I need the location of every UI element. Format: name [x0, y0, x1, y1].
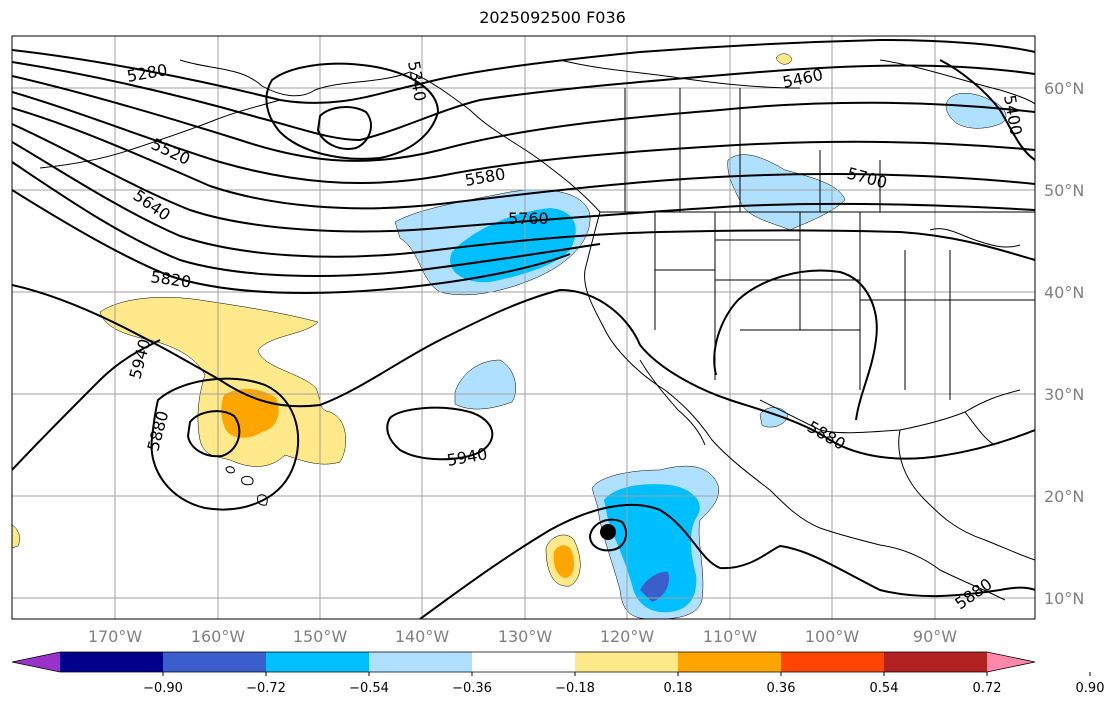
lon-label: 110°W [703, 627, 758, 646]
shade-yellow-small-2 [12, 524, 20, 549]
colorbar-tick-label: 0.72 [973, 681, 1002, 696]
shade-med-blue-tropics [640, 571, 670, 602]
colorbar-tick-label: −0.18 [555, 681, 595, 696]
colorbar-tick-label: −0.36 [452, 681, 492, 696]
colorbar: −0.90 −0.72 −0.54 −0.36 −0.18 0.18 0.36 0.54 0.7… [11, 651, 1105, 696]
colorbar-segment [163, 652, 267, 672]
shade-light-blue-mid-pacific [454, 359, 516, 410]
shade-blue-tropics [604, 484, 700, 613]
lon-label: 160°W [191, 627, 246, 646]
longitude-labels: 170°W 160°W 150°W 140°W 130°W 120°W 110°… [88, 627, 957, 646]
colorbar-extend-low [12, 652, 60, 672]
colorbar-segment [678, 652, 782, 672]
lon-label: 130°W [498, 627, 553, 646]
shade-orange-tropics [553, 545, 574, 578]
lat-label: 10°N [1044, 589, 1084, 608]
colorbar-segment [575, 652, 679, 672]
colorbar-segment [781, 652, 885, 672]
colorbar-tick-label: 0.54 [870, 681, 899, 696]
colorbar-segment [369, 652, 473, 672]
lon-label: 100°W [805, 627, 860, 646]
colorbar-tick-label: −0.72 [246, 681, 286, 696]
colorbar-extend-high [987, 652, 1035, 672]
map-frame [11, 35, 1036, 620]
colorbar-segment [884, 652, 988, 672]
lon-label: 120°W [600, 627, 655, 646]
latitude-labels: 60°N 50°N 40°N 30°N 20°N 10°N [1044, 79, 1084, 608]
colorbar-tick-label: 0.90 [1076, 681, 1105, 696]
colorbar-tick-label: −0.90 [143, 681, 183, 696]
lon-label: 150°W [293, 627, 348, 646]
colorbar-tick-label: −0.54 [349, 681, 389, 696]
lon-label: 170°W [88, 627, 143, 646]
lon-label: 140°W [395, 627, 450, 646]
lat-label: 20°N [1044, 487, 1084, 506]
lon-label: 90°W [913, 627, 957, 646]
shade-yellow-small-1 [775, 53, 793, 65]
lat-label: 40°N [1044, 283, 1084, 302]
lat-label: 30°N [1044, 385, 1084, 404]
colorbar-tick-label: 0.36 [767, 681, 796, 696]
shade-light-blue-plains [727, 154, 846, 231]
storm-center-marker [600, 524, 616, 540]
coastlines [39, 59, 1035, 601]
graticule [12, 36, 1035, 619]
shade-light-blue-canada [945, 93, 1007, 129]
colorbar-segment [266, 652, 370, 672]
map-title: 2025092500 F036 [479, 8, 626, 27]
colorbar-segment [472, 652, 576, 672]
colorbar-tick-label: 0.18 [664, 681, 693, 696]
colorbar-outline [11, 651, 1036, 673]
contour-label: 5760 [508, 209, 549, 228]
lat-label: 60°N [1044, 79, 1084, 98]
colorbar-segment [60, 652, 164, 672]
lat-label: 50°N [1044, 181, 1084, 200]
geopotential-contours [12, 38, 1035, 619]
